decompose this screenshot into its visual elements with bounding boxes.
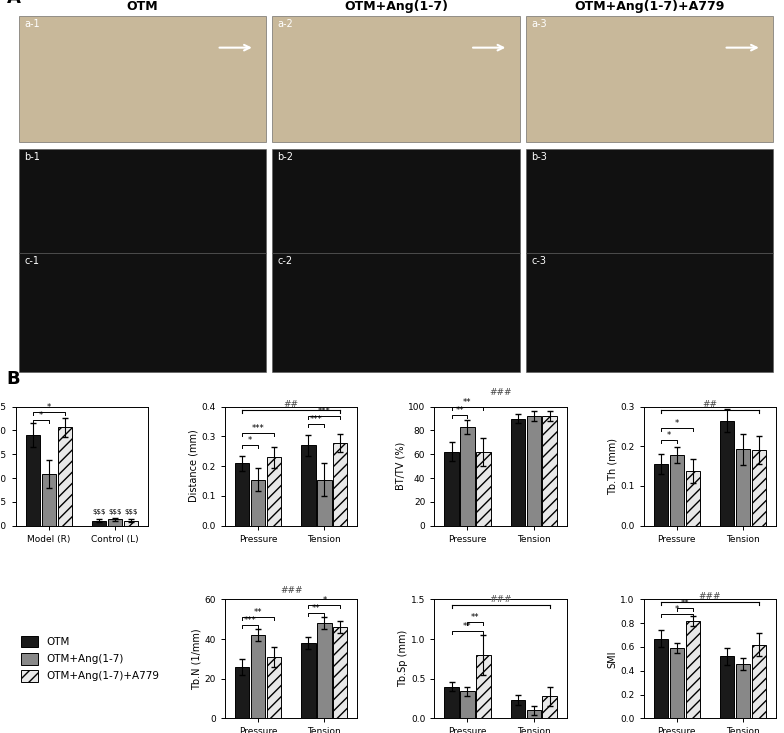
Y-axis label: SMI: SMI xyxy=(608,650,618,668)
Bar xyxy=(251,635,265,718)
Bar xyxy=(301,643,316,718)
Bar xyxy=(267,657,281,718)
Text: b-2: b-2 xyxy=(278,152,293,161)
Y-axis label: BT/TV (%): BT/TV (%) xyxy=(395,442,405,490)
Text: OTM+Ang(1-7): OTM+Ang(1-7) xyxy=(344,0,448,13)
Text: A: A xyxy=(6,0,20,7)
Bar xyxy=(26,435,40,526)
Bar xyxy=(333,627,347,718)
Bar xyxy=(108,520,122,526)
Bar xyxy=(267,457,281,526)
Bar xyxy=(318,479,332,526)
Bar xyxy=(235,463,249,526)
Text: **: ** xyxy=(456,406,464,415)
Text: **: ** xyxy=(254,608,263,617)
Bar xyxy=(720,657,735,718)
Bar xyxy=(301,446,316,526)
Text: *: * xyxy=(47,403,51,413)
Text: c-3: c-3 xyxy=(531,256,546,265)
Bar xyxy=(752,450,766,526)
Bar xyxy=(670,455,684,526)
Y-axis label: Tb.Sp (mm): Tb.Sp (mm) xyxy=(398,630,408,688)
Bar xyxy=(543,416,557,526)
Bar xyxy=(124,521,138,526)
Text: B: B xyxy=(6,370,20,388)
Text: OTM: OTM xyxy=(126,0,158,13)
Bar xyxy=(19,253,266,372)
Text: *: * xyxy=(38,411,43,420)
Text: c-2: c-2 xyxy=(278,256,292,265)
Bar xyxy=(736,449,750,526)
Bar xyxy=(670,648,684,718)
Bar xyxy=(333,443,347,526)
Text: ##: ## xyxy=(284,399,299,409)
Bar xyxy=(318,623,332,718)
Bar xyxy=(752,644,766,718)
Bar xyxy=(476,452,491,526)
Bar xyxy=(272,149,520,254)
Text: a-2: a-2 xyxy=(278,19,293,29)
Bar xyxy=(460,427,474,526)
Bar xyxy=(476,655,491,718)
Text: b-1: b-1 xyxy=(24,152,40,161)
Text: **: ** xyxy=(463,622,472,631)
Bar xyxy=(654,464,668,526)
Text: ###: ### xyxy=(489,595,512,604)
Bar xyxy=(685,621,700,718)
Text: ***: *** xyxy=(310,416,323,424)
Text: $$$: $$$ xyxy=(124,509,138,515)
Text: **: ** xyxy=(681,599,689,608)
Text: a-3: a-3 xyxy=(531,19,546,29)
Bar xyxy=(720,421,735,526)
Y-axis label: Distance (mm): Distance (mm) xyxy=(189,430,199,503)
Text: ##: ## xyxy=(702,400,717,409)
Y-axis label: Tb.Th (mm): Tb.Th (mm) xyxy=(608,438,618,495)
Bar xyxy=(460,691,474,718)
Text: b-3: b-3 xyxy=(531,152,547,161)
Text: *: * xyxy=(666,431,671,441)
Text: *: * xyxy=(248,436,252,446)
Bar xyxy=(272,16,520,142)
Bar xyxy=(251,479,265,526)
Bar xyxy=(736,663,750,718)
Text: *: * xyxy=(675,605,679,614)
Bar xyxy=(19,16,266,142)
Bar xyxy=(543,696,557,718)
Bar xyxy=(526,16,773,142)
Bar xyxy=(42,474,56,526)
Bar xyxy=(527,416,541,526)
Text: c-1: c-1 xyxy=(24,256,39,265)
Bar xyxy=(272,253,520,372)
Bar xyxy=(510,700,525,718)
Text: **: ** xyxy=(471,613,480,622)
Text: ###: ### xyxy=(489,388,512,397)
Text: **: ** xyxy=(312,604,321,614)
Text: ***: *** xyxy=(252,424,264,433)
Text: ***: *** xyxy=(244,616,256,625)
Text: a-1: a-1 xyxy=(24,19,40,29)
Bar xyxy=(445,687,459,718)
Bar xyxy=(19,149,266,254)
Bar xyxy=(685,471,700,526)
Text: OTM+Ang(1-7)+A779: OTM+Ang(1-7)+A779 xyxy=(574,0,724,13)
Bar xyxy=(654,638,668,718)
Text: ###: ### xyxy=(699,592,721,601)
Text: ###: ### xyxy=(280,586,303,594)
Bar xyxy=(526,253,773,372)
Bar xyxy=(235,667,249,718)
Text: ***: *** xyxy=(318,407,331,416)
Bar xyxy=(57,427,72,526)
Bar xyxy=(445,452,459,526)
Bar xyxy=(92,521,107,526)
Legend: OTM, OTM+Ang(1-7), OTM+Ang(1-7)+A779: OTM, OTM+Ang(1-7), OTM+Ang(1-7)+A779 xyxy=(21,636,159,682)
Y-axis label: Tb.N (1/mm): Tb.N (1/mm) xyxy=(192,628,201,690)
Text: *: * xyxy=(675,419,679,429)
Text: $$$: $$$ xyxy=(93,509,106,515)
Text: $$$: $$$ xyxy=(108,509,122,515)
Bar xyxy=(527,710,541,718)
Text: **: ** xyxy=(463,397,472,407)
Bar xyxy=(526,149,773,254)
Text: *: * xyxy=(322,597,326,605)
Bar xyxy=(510,419,525,526)
